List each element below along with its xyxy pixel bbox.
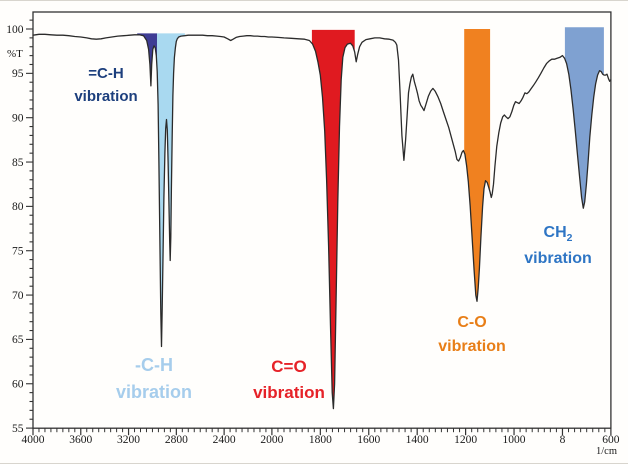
- x-axis: 4000 3600 3200 2800 2400 2000 1800 1600 1400 1200…: [22, 428, 620, 457]
- highlight-co-stretch: [464, 29, 491, 302]
- spectrum-curve: [32, 33, 612, 410]
- y-axis: 100 95 90 85 80 75 70 65 60 55 %T: [6, 19, 33, 435]
- x-tick-label: 2000: [260, 434, 283, 446]
- y-tick-label: 95: [12, 68, 24, 80]
- x-axis-unit-label: 1/cm: [596, 446, 617, 457]
- x-tick-label: 1400: [406, 434, 429, 446]
- x-tick-label: 2400: [213, 434, 236, 446]
- y-tick-label: 60: [12, 379, 24, 391]
- y-tick-label: 100: [6, 24, 24, 36]
- x-tick-label: 1000: [503, 434, 526, 446]
- plot-border: [32, 11, 612, 429]
- x-tick-label: 8: [560, 434, 566, 446]
- y-tick-label: 65: [12, 334, 24, 346]
- highlight-alkene-ch: [137, 33, 157, 86]
- y-tick-label: 85: [12, 157, 24, 169]
- y-tick-label: 90: [12, 112, 24, 124]
- y-tick-label: 80: [12, 201, 24, 213]
- x-tick-label: 1600: [357, 434, 380, 446]
- highlight-ch2-rock: [564, 27, 604, 209]
- x-tick-label: 600: [602, 434, 620, 446]
- highlight-carbonyl: [311, 29, 355, 409]
- y-tick-label: 75: [12, 246, 24, 258]
- x-tick-label: 3600: [69, 434, 92, 446]
- x-tick-label: 2800: [165, 434, 188, 446]
- x-tick-label: 1800: [309, 434, 332, 446]
- x-tick-label: 4000: [22, 434, 45, 446]
- x-tick-label: 1200: [454, 434, 477, 446]
- y-axis-unit-label: %T: [7, 48, 23, 60]
- y-tick-label: 70: [12, 290, 24, 302]
- x-tick-label: 3200: [117, 434, 140, 446]
- y-tick-label: 55: [12, 423, 24, 435]
